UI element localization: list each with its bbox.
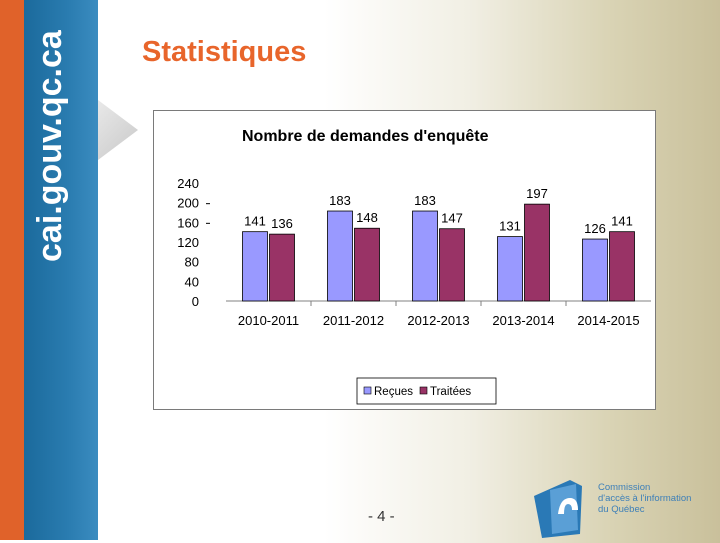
x-tick-label: 2013-2014 <box>492 313 554 328</box>
bar-recues <box>327 210 353 302</box>
x-tick-label: 2011-2012 <box>323 313 384 328</box>
bar-traitees <box>354 227 380 302</box>
slide-title: Statistiques <box>142 36 307 68</box>
data-label: 183 <box>414 193 436 208</box>
data-label: 141 <box>611 214 633 229</box>
y-tick-label: 240 <box>177 176 199 191</box>
bar-traitees <box>439 228 465 302</box>
y-tick-label: 40 <box>185 274 199 289</box>
data-label: 147 <box>441 211 463 226</box>
side-orange-band <box>0 0 24 540</box>
org-name-line: d'accès à l'information <box>598 493 692 504</box>
legend-label: Reçues <box>374 386 413 398</box>
bar-traitees <box>524 203 550 302</box>
org-logo: Commission d'accès à l'information du Qu… <box>530 476 720 538</box>
bar-traitees <box>269 233 295 302</box>
org-name: Commission d'accès à l'information du Qu… <box>598 482 691 515</box>
legend-swatch-traitees <box>419 386 428 395</box>
y-tick-label: 120 <box>177 235 199 250</box>
org-name-line: Commission <box>598 482 651 493</box>
bar-recues <box>582 238 608 302</box>
bar-recues <box>412 210 438 302</box>
chart-title: Nombre de demandes d'enquête <box>242 128 489 145</box>
y-tick-label: 80 <box>185 255 199 270</box>
chart-frame: Nombre de demandes d'enquête 240 200 160 120… <box>153 110 656 410</box>
data-label: 197 <box>526 186 548 201</box>
page-number: - 4 - <box>368 508 395 525</box>
side-blue-band <box>24 0 98 540</box>
y-tick-label: 160 <box>177 215 199 230</box>
data-label: 148 <box>356 210 378 225</box>
y-tick-label: 0 <box>192 294 199 309</box>
legend-swatch-recues <box>363 386 372 395</box>
side-fold-decoration <box>98 100 138 160</box>
x-tick-label: 2010-2011 <box>238 313 299 328</box>
legend-label: Traitées <box>430 386 471 398</box>
data-label: 141 <box>244 214 266 229</box>
y-tick-label: 200 <box>177 196 199 211</box>
data-label: 131 <box>499 219 521 234</box>
bar-recues <box>497 236 523 302</box>
side-website-text: cai.gouv.qc.ca <box>31 30 69 262</box>
bar-traitees <box>609 231 635 302</box>
x-tick-label: 2014-2015 <box>577 313 639 328</box>
data-label: 183 <box>329 193 351 208</box>
org-logo-icon <box>534 480 582 538</box>
x-tick-label: 2012-2013 <box>407 313 469 328</box>
data-label: 136 <box>271 216 293 231</box>
bar-chart: Nombre de demandes d'enquête 240 200 160 120… <box>177 128 651 405</box>
data-label: 126 <box>584 221 606 236</box>
bar-recues <box>242 231 268 302</box>
org-name-line: du Québec <box>598 504 645 515</box>
